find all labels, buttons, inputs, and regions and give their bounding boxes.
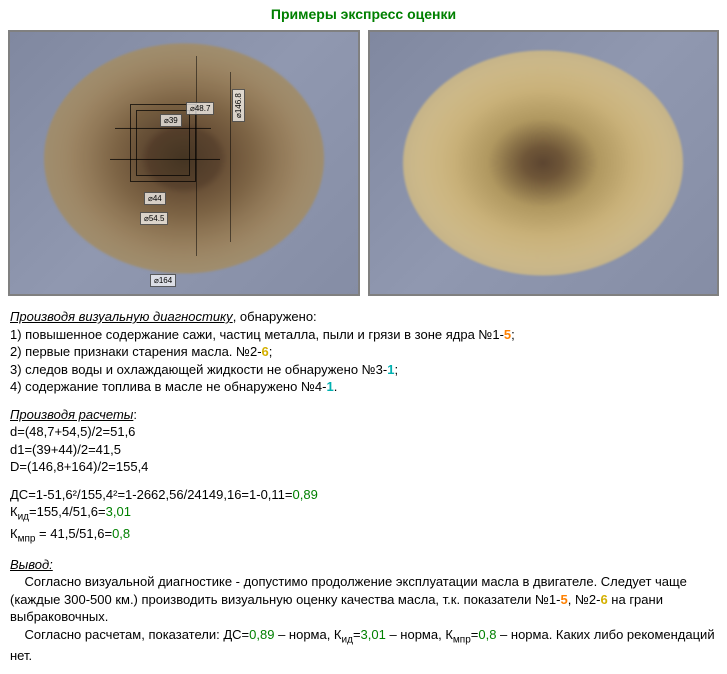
diag-heading-line: Производя визуальную диагностику, обнару… — [10, 308, 717, 326]
concl-heading: Вывод: — [10, 557, 53, 572]
calc-dc: ДС=1-51,6²/155,4²=1-2662,56/24149,16=1-0… — [10, 486, 717, 504]
diag-line-1: 1) повышенное содержание сажи, частиц ме… — [10, 326, 717, 344]
diag-heading: Производя визуальную диагностику — [10, 309, 233, 324]
diag-line-4: 4) содержание топлива в масле не обнаруж… — [10, 378, 717, 396]
diag-line-2: 2) первые признаки старения масла. №2-6; — [10, 343, 717, 361]
calc-d: d=(48,7+54,5)/2=51,6 — [10, 423, 717, 441]
concl-p1: Согласно визуальной диагностике - допуст… — [10, 573, 717, 626]
specimen-image-right — [368, 30, 720, 296]
calc-kmpr: Кмпр = 41,5/51,6=0,8 — [10, 525, 717, 546]
calc-D: D=(146,8+164)/2=155,4 — [10, 458, 717, 476]
concl-p2: Согласно расчетам, показатели: ДС=0,89 –… — [10, 626, 717, 665]
text-content: Производя визуальную диагностику, обнару… — [0, 306, 727, 674]
calc-d1: d1=(39+44)/2=41,5 — [10, 441, 717, 459]
page-title: Примеры экспресс оценки — [0, 0, 727, 30]
calc-heading: Производя расчеты — [10, 407, 133, 422]
specimen-image-left: ⌀39 ⌀48.7 ⌀146.8 ⌀44 ⌀54.5 ⌀164 — [8, 30, 360, 296]
image-row: ⌀39 ⌀48.7 ⌀146.8 ⌀44 ⌀54.5 ⌀164 — [0, 30, 727, 306]
diag-line-3: 3) следов воды и охлаждающей жидкости не… — [10, 361, 717, 379]
calc-heading-line: Производя расчеты: — [10, 406, 717, 424]
calc-kid: Кид=155,4/51,6=3,01 — [10, 503, 717, 524]
